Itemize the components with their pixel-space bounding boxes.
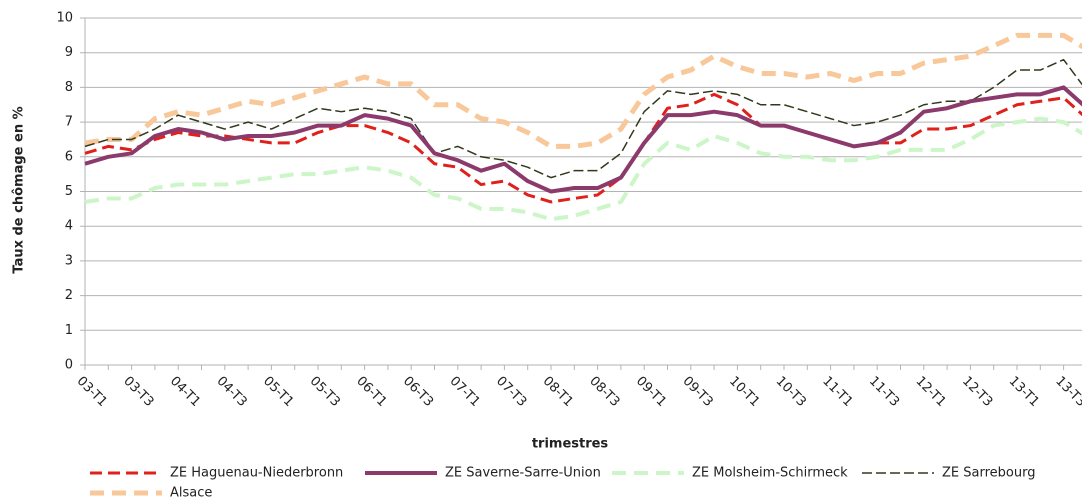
y-tick-label: 4	[65, 219, 73, 234]
x-tick-label: 06-T1	[353, 374, 389, 410]
x-tick-label: 05-T3	[307, 374, 343, 410]
x-tick-label: 03-T1	[74, 374, 110, 410]
y-tick-label: 9	[65, 45, 73, 60]
x-tick-label: 11-T1	[819, 374, 855, 410]
x-tick-label: 12-T3	[959, 374, 995, 410]
x-tick-label: 05-T1	[260, 374, 296, 410]
y-tick-label: 2	[65, 288, 73, 303]
series-line	[84, 85, 1082, 194]
y-tick-label: 7	[65, 115, 73, 130]
y-tick-label: 8	[65, 80, 73, 95]
x-tick-label: 08-T3	[586, 374, 622, 410]
y-tick-label: 1	[65, 323, 73, 338]
legend-label: ZE Sarrebourg	[942, 466, 1035, 481]
legend-label: ZE Molsheim-Schirmeck	[692, 466, 848, 481]
x-tick-label: 04-T3	[213, 374, 249, 410]
y-tick-label: 3	[65, 253, 73, 268]
x-tick-label: 03-T3	[120, 374, 156, 410]
x-tick-label: 07-T1	[446, 374, 482, 410]
x-tick-label: 08-T1	[540, 374, 576, 410]
x-tick-label: 13-T1	[1006, 374, 1042, 410]
series-line	[84, 116, 1082, 222]
x-tick-label: 10-T3	[773, 374, 809, 410]
y-tick-label: 10	[56, 11, 73, 26]
x-tick-label: 13-T3	[1052, 374, 1082, 410]
series-line	[84, 32, 1082, 149]
legend-label: Alsace	[170, 486, 212, 499]
x-tick-label: 11-T3	[866, 374, 902, 410]
x-tick-label: 09-T1	[633, 374, 669, 410]
legend-label: ZE Saverne-Sarre-Union	[445, 466, 601, 481]
series-line	[84, 92, 1082, 204]
x-tick-label: 07-T3	[493, 374, 529, 410]
series-line	[84, 58, 1082, 179]
x-tick-label: 06-T3	[400, 374, 436, 410]
y-tick-label: 5	[65, 184, 73, 199]
x-tick-label: 09-T3	[679, 374, 715, 410]
x-tick-label: 04-T1	[167, 374, 203, 410]
y-tick-label: 0	[65, 358, 73, 373]
x-tick-label: 12-T1	[912, 374, 948, 410]
x-tick-label: 10-T1	[726, 374, 762, 410]
legend-label: ZE Haguenau-Niederbronn	[170, 466, 343, 481]
x-axis-label: trimestres	[532, 437, 609, 452]
y-tick-label: 6	[65, 149, 73, 164]
y-axis-label: Taux de chômage en %	[12, 106, 27, 273]
